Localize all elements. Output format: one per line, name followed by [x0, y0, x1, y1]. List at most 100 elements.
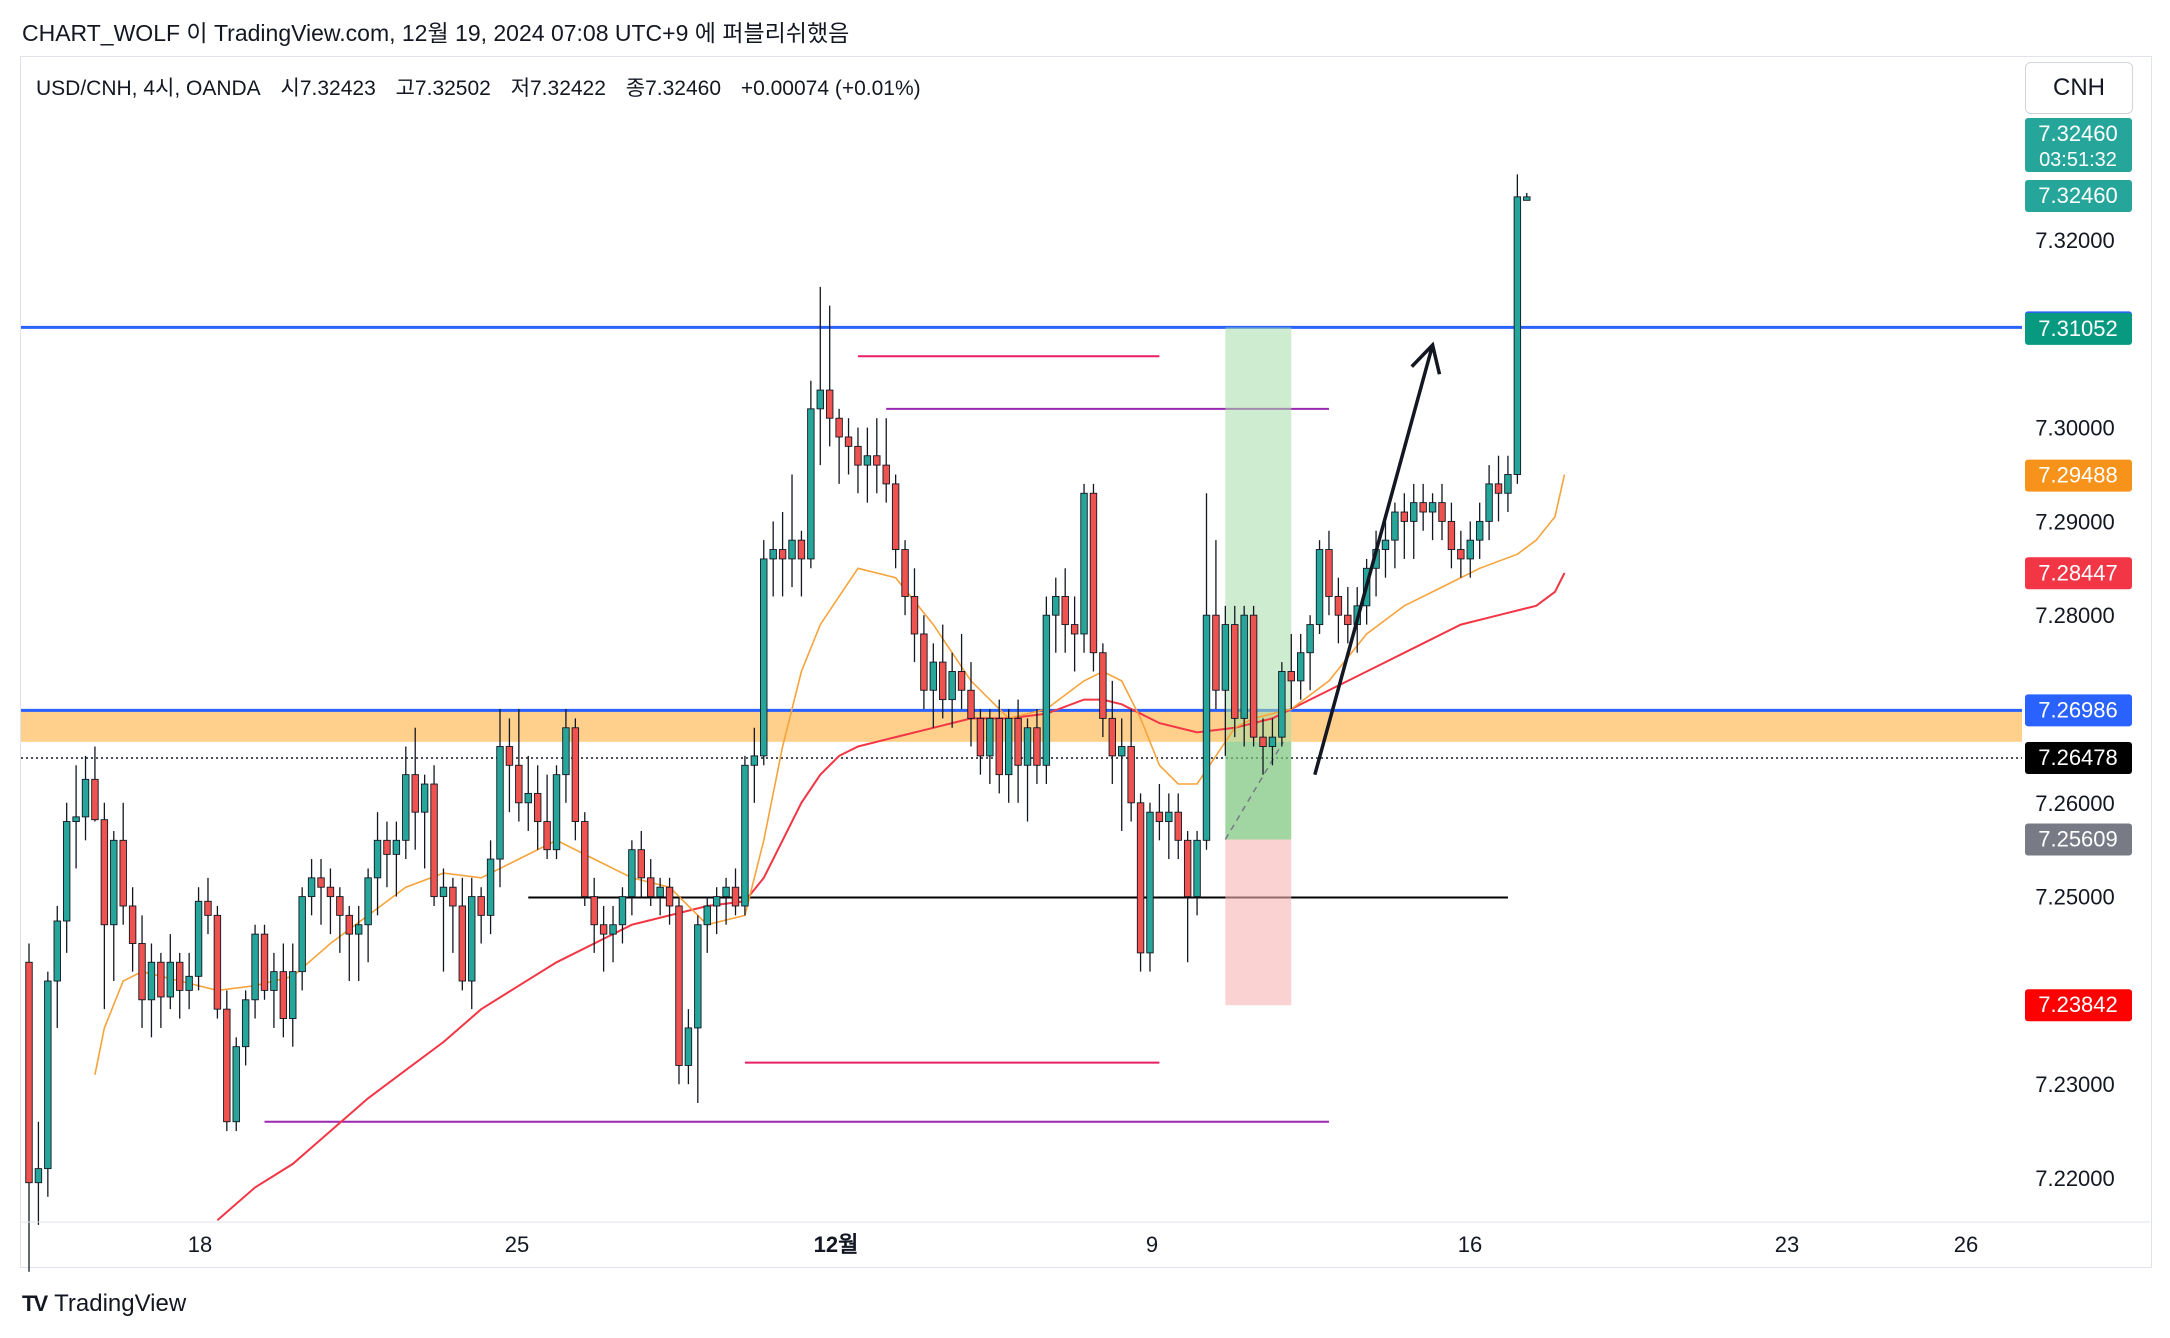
candle — [1485, 465, 1493, 541]
candle-body — [797, 539, 806, 560]
candle-body — [62, 821, 71, 922]
candle — [1042, 596, 1051, 785]
candle — [1278, 662, 1286, 747]
candle — [788, 474, 796, 588]
candle — [1315, 540, 1324, 634]
candle-body — [477, 896, 485, 916]
legend-change: +0.00074 (+0.01%) — [740, 77, 921, 100]
price-tag: 7.23842 — [2025, 989, 2132, 1022]
candle-body — [816, 389, 824, 410]
candle — [1268, 718, 1277, 766]
candle-body — [251, 933, 259, 1001]
price-tick: 7.26000 — [2035, 791, 2115, 816]
candle-body — [957, 671, 966, 691]
candle-body — [1221, 624, 1230, 691]
candle-body — [1485, 483, 1493, 522]
candle-body — [1174, 811, 1182, 841]
candle-body — [1193, 839, 1201, 898]
chart-frame — [20, 56, 2152, 1268]
candle-body — [543, 821, 551, 851]
candle-body — [91, 778, 99, 821]
candle — [486, 840, 495, 935]
candle — [430, 765, 438, 906]
candle — [289, 943, 297, 1047]
candle-body — [1494, 483, 1503, 494]
candle-body — [647, 877, 655, 898]
candle — [1419, 483, 1427, 531]
legend-open: 시7.32423 — [280, 77, 376, 100]
candle — [1504, 455, 1512, 513]
price-tag-bg — [2025, 989, 2132, 1022]
candle — [72, 765, 80, 869]
candle — [863, 427, 872, 503]
time-tick: 26 — [1954, 1232, 1978, 1257]
moving-average-layer — [94, 474, 1566, 1221]
ema-slow-line — [216, 572, 1566, 1221]
candle — [496, 709, 504, 888]
candle — [1513, 174, 1522, 484]
candle-body — [1146, 811, 1154, 954]
candle-body — [1033, 727, 1041, 766]
currency-button[interactable]: CNH — [2025, 62, 2133, 114]
price-axis-layer: 7.32000 7.30000 7.29000 7.28000 7.26000 7.250… — [2025, 118, 2132, 1191]
time-tick: 25 — [505, 1232, 529, 1257]
candle — [581, 812, 589, 906]
candle-body — [1381, 539, 1390, 550]
candle-body — [1344, 614, 1352, 626]
candle — [571, 718, 580, 841]
arrow-layer — [1313, 341, 1442, 776]
candle — [383, 821, 391, 888]
candle-body — [317, 877, 325, 888]
candle — [948, 652, 956, 728]
candle — [364, 868, 372, 963]
candle-body — [788, 539, 796, 560]
candle — [1118, 718, 1126, 831]
price-tag-countdown: 03:51:32 — [2039, 149, 2117, 171]
price-tick: 7.28000 — [2035, 603, 2115, 628]
candle-body — [694, 924, 702, 1029]
ema-fast-line — [94, 474, 1566, 1075]
candle — [986, 709, 994, 785]
candle — [976, 709, 985, 775]
candle-body — [1108, 717, 1117, 757]
candle-body — [750, 755, 759, 766]
candle — [1221, 605, 1230, 756]
candle — [1325, 530, 1333, 616]
candle — [477, 887, 485, 944]
candle — [712, 887, 721, 935]
candle-body — [1268, 736, 1277, 747]
candle — [100, 802, 109, 1010]
candle — [1410, 483, 1418, 559]
candle-body — [355, 924, 363, 935]
candle-body — [712, 896, 721, 907]
candle — [703, 896, 711, 953]
candle — [1466, 521, 1474, 578]
candle-body — [769, 549, 777, 560]
candle — [307, 859, 316, 916]
candle — [449, 877, 457, 953]
candle — [769, 521, 777, 597]
candle — [420, 774, 429, 869]
candle — [81, 755, 90, 841]
candle — [260, 924, 269, 1000]
price-tick: 7.30000 — [2035, 416, 2115, 441]
price-tag-bg — [2025, 741, 2132, 774]
publisher-line: CHART_WOLF 이 TradingView.com, 12월 19, 20… — [22, 20, 850, 46]
candle — [458, 877, 467, 991]
candle — [543, 774, 551, 860]
candle-body — [176, 961, 184, 991]
trend-arrow-line — [1313, 344, 1435, 776]
candle-body — [166, 961, 175, 998]
tradingview-logo[interactable]: TV TradingView — [22, 1290, 186, 1318]
candle — [1099, 643, 1107, 738]
candle — [402, 746, 410, 860]
candle — [1381, 521, 1390, 578]
candle-body — [1259, 736, 1267, 747]
candle-body — [34, 1168, 43, 1184]
candle-body — [1080, 492, 1088, 635]
candle-body — [665, 886, 674, 907]
candle-body — [533, 792, 542, 823]
price-tag-label: 7.31052 — [2038, 316, 2118, 341]
candle — [1231, 605, 1239, 738]
